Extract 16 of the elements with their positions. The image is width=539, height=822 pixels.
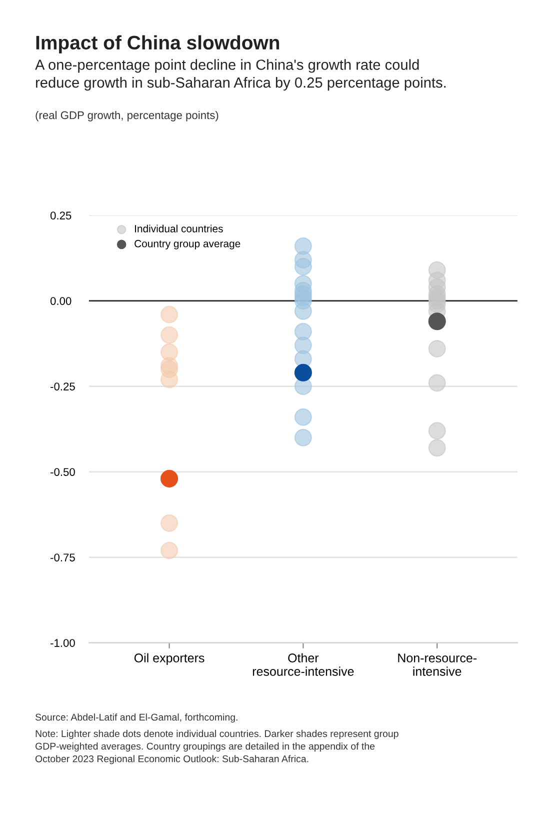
y-tick-label: -1.00 — [50, 639, 75, 647]
chart-title: Impact of China slowdown — [36, 35, 280, 54]
y-tick-label: -0.75 — [50, 554, 75, 562]
y-tick-label: 0.25 — [50, 212, 72, 220]
legend-label: Country group average — [134, 240, 240, 250]
text: (real GDP growth, percentage points) — [36, 110, 218, 122]
legend-label: Individual countries — [135, 224, 223, 232]
x-tick-label: Other resource-intensive — [252, 653, 354, 676]
chart-subtitle: A one-percentage point decline in China's growth rate could reduce growth in sub-Saharan Africa by 0.25 percentage points. — [35, 59, 446, 91]
x-tick-label: Oil exporters — [134, 653, 204, 665]
source-note: Source: Abdel-Latif and El-Gamal, forthcoming. — [35, 713, 238, 723]
y-tick-label: -0.25 — [50, 382, 75, 390]
x-tick-label: Non-resource- intensive — [398, 654, 476, 676]
y-tick-label: 0.00 — [50, 297, 72, 305]
text: Note: Lighter shade dots denote individual countries. Darker shades represent group GDP-weighted averages. Country groupings are detailed in the appendix of the October 2023 Regional Economic Outlook: Sub-Saharan Africa. — [35, 730, 398, 764]
y-tick-label: -0.50 — [50, 468, 75, 476]
